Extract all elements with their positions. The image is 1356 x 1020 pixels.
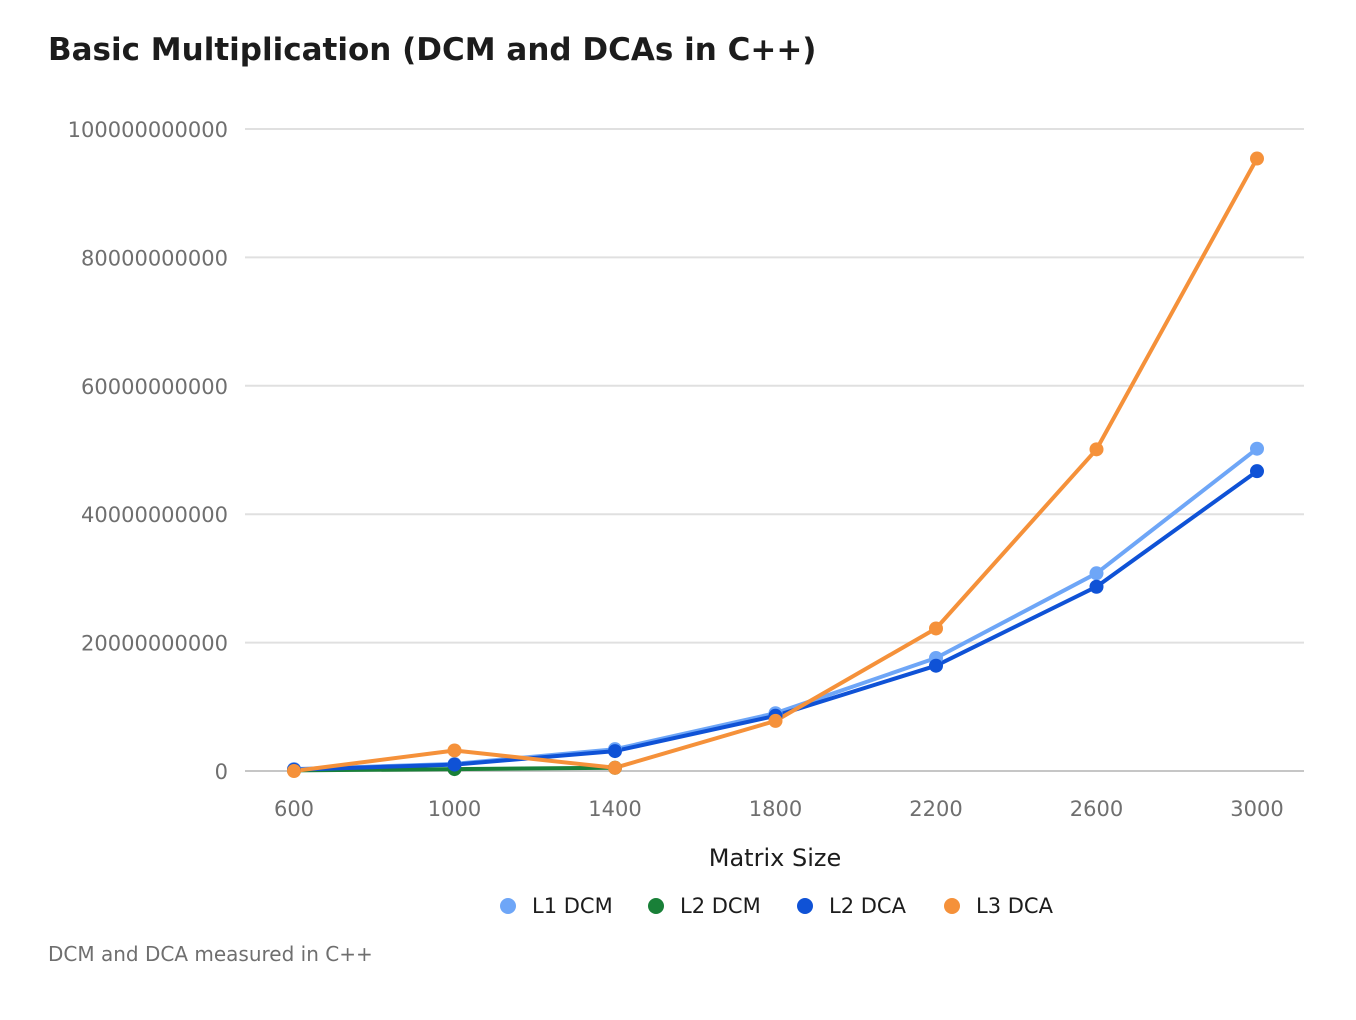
footnote: DCM and DCA measured in C++: [48, 942, 373, 966]
data-point-l3-dca: [1250, 151, 1264, 166]
data-point-l1-dcm: [1250, 441, 1264, 456]
x-axis-label: Matrix Size: [709, 844, 841, 872]
data-point-l3-dca: [447, 743, 462, 758]
data-point-l3-dca: [1089, 442, 1104, 457]
chart-title: Basic Multiplication (DCM and DCAs in C+…: [48, 32, 817, 68]
y-tick-label: 100000000000: [68, 118, 228, 142]
legend-item-l1-dcm: L1 DCM: [500, 894, 613, 918]
y-axis-tick-labels: 0 20000000000 40000000000 60000000000 800000…: [68, 118, 228, 784]
x-tick-label: 3000: [1230, 797, 1283, 821]
gridlines: [245, 128, 1304, 772]
legend-label: L2 DCA: [829, 894, 907, 918]
x-tick-label: 2600: [1070, 797, 1123, 821]
y-tick-label: 80000000000: [81, 246, 228, 270]
data-point-l3-dca: [768, 713, 783, 728]
y-tick-label: 60000000000: [81, 375, 228, 399]
data-point-l3-dca: [287, 764, 301, 778]
legend-item-l2-dcm: L2 DCM: [648, 894, 761, 918]
data-point-l3-dca: [929, 621, 943, 636]
x-axis-tick-labels: 600 1000 1400 1800 2200 2600 3000: [274, 797, 1284, 821]
data-point-l2-dca: [1250, 464, 1264, 479]
x-tick-label: 1000: [428, 797, 481, 821]
legend-label: L3 DCA: [976, 894, 1054, 918]
legend-marker: [944, 898, 960, 914]
legend-item-l3-dca: L3 DCA: [944, 894, 1054, 918]
legend-marker: [797, 898, 813, 914]
data-point-l2-dca: [608, 744, 622, 759]
x-tick-label: 1400: [588, 797, 641, 821]
legend-item-l2-dca: L2 DCA: [797, 894, 907, 918]
x-tick-label: 600: [274, 797, 314, 821]
data-point-l1-dcm: [1089, 566, 1104, 581]
legend-marker: [500, 898, 516, 914]
legend: L1 DCM L2 DCM L2 DCA L3 DCA: [500, 894, 1054, 918]
y-tick-label: 40000000000: [81, 503, 228, 527]
x-tick-label: 2200: [909, 797, 962, 821]
y-tick-label: 0: [215, 760, 228, 784]
data-point-l3-dca: [608, 760, 622, 775]
series-lines: [292, 156, 1259, 773]
y-tick-label: 20000000000: [81, 632, 228, 656]
series-points: [287, 151, 1264, 778]
data-point-l2-dca: [1089, 579, 1104, 594]
data-point-l2-dca: [929, 658, 943, 673]
series-line-l3-dca: [292, 156, 1259, 773]
legend-label: L2 DCM: [680, 894, 761, 918]
data-point-l2-dca: [447, 757, 462, 772]
legend-marker: [648, 898, 664, 914]
x-tick-label: 1800: [749, 797, 802, 821]
legend-label: L1 DCM: [532, 894, 613, 918]
